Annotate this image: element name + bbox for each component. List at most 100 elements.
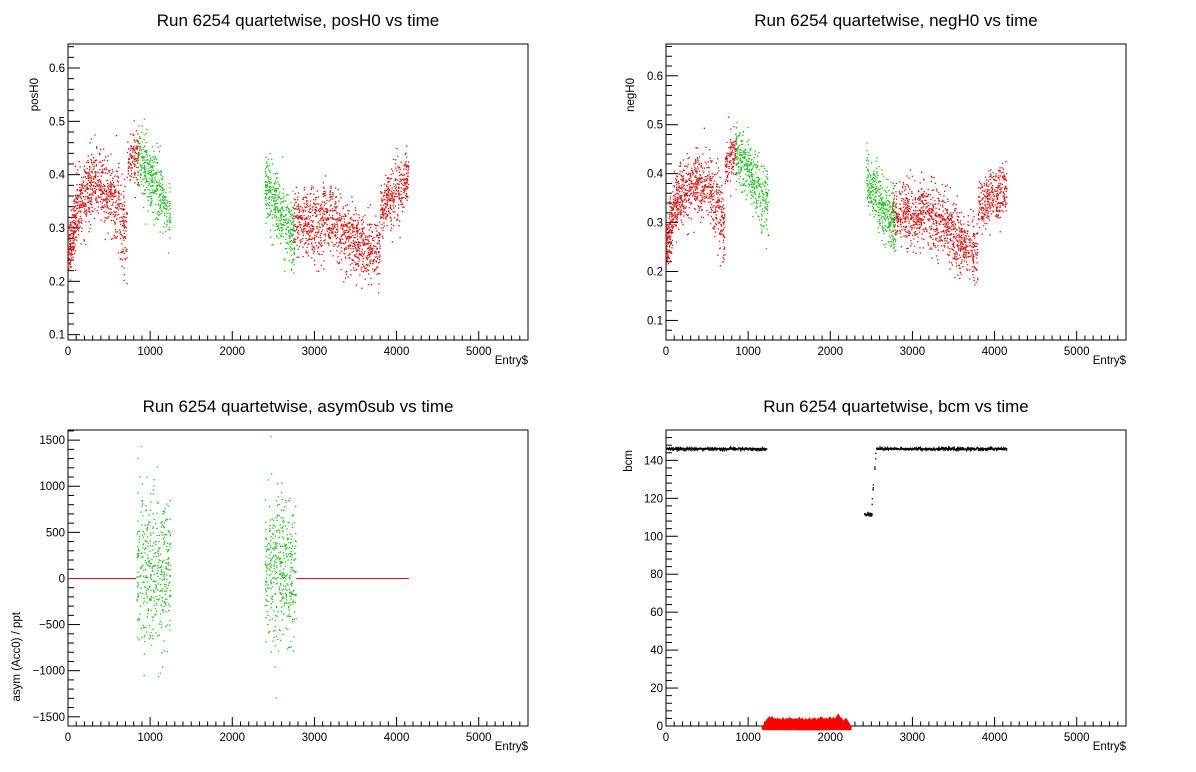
data-point [960,234,963,236]
data-point [906,204,908,206]
data-point [293,198,296,200]
data-point [106,204,108,206]
data-point [300,238,302,241]
data-point [76,212,79,214]
data-point [715,216,717,219]
data-point [682,159,685,161]
data-point [298,245,301,248]
data-point [277,207,279,210]
data-point [688,177,690,180]
data-point [405,161,407,163]
data-point [292,260,294,262]
data-point [356,256,359,258]
data-point [671,229,674,231]
data-point [393,192,395,195]
data-point [379,233,381,235]
data-point [73,229,75,232]
data-point [75,201,77,204]
data-point [393,198,395,200]
data-point [278,196,280,199]
data-point [357,245,360,248]
data-point [667,239,669,241]
data-point [117,184,119,186]
data-point [950,215,952,217]
data-point [105,190,108,192]
data-point [673,212,676,214]
data-point [367,257,369,259]
data-point [717,254,719,256]
data-point [668,235,670,237]
data-point [125,230,127,232]
data-point [923,179,925,181]
data-point [349,264,351,266]
data-point [78,194,81,197]
data-point [945,231,947,233]
data-point [92,162,94,164]
data-point [406,199,408,201]
data-point [147,199,149,202]
data-point [381,208,383,210]
data-point [296,214,298,216]
data-point [686,234,689,236]
data-point [276,229,279,231]
data-point [139,177,142,179]
data-point [159,193,162,196]
data-point [942,218,944,220]
data-point [369,260,371,262]
data-point [381,210,383,212]
data-point [288,208,290,210]
data-point [907,184,909,187]
data-point [123,239,125,241]
data-point [715,217,717,219]
data-point [292,258,294,260]
data-point [930,198,932,201]
data-point [334,203,336,205]
data-point [316,251,319,253]
data-point [357,262,359,265]
data-point [96,200,98,202]
data-point [79,215,82,218]
data-point [137,171,139,173]
data-point [730,128,732,130]
data-point [718,204,720,207]
data-point [129,167,132,169]
data-point [142,147,144,149]
data-point [99,200,101,203]
data-point [157,203,160,205]
data-point [110,238,112,240]
data-point [898,213,900,215]
data-point [732,161,734,163]
data-point [319,253,321,255]
data-point [280,212,282,214]
data-point [137,152,140,154]
data-point [728,167,730,170]
data-point [376,247,378,249]
x-tick-label: 1000 [735,346,761,358]
data-point [138,154,140,156]
x-tick-label: 0 [65,346,71,358]
data-point [932,196,934,199]
data-point [264,171,267,173]
data-point [111,195,113,197]
data-point [315,209,317,211]
data-point [112,183,114,186]
data-point [331,228,334,230]
data-point [354,244,356,246]
data-point [892,200,895,202]
data-point [897,221,899,223]
data-point [386,200,389,202]
data-point [706,209,708,212]
data-point [371,237,374,240]
data-point [688,172,690,174]
data-point [140,173,142,175]
data-point [724,215,726,217]
data-point [336,246,339,248]
data-point [322,182,325,184]
data-point [92,194,94,196]
data-point [293,239,295,241]
data-point [81,220,83,222]
data-point [276,172,278,174]
data-point [702,189,704,191]
data-point [704,197,706,200]
data-point [335,206,337,208]
